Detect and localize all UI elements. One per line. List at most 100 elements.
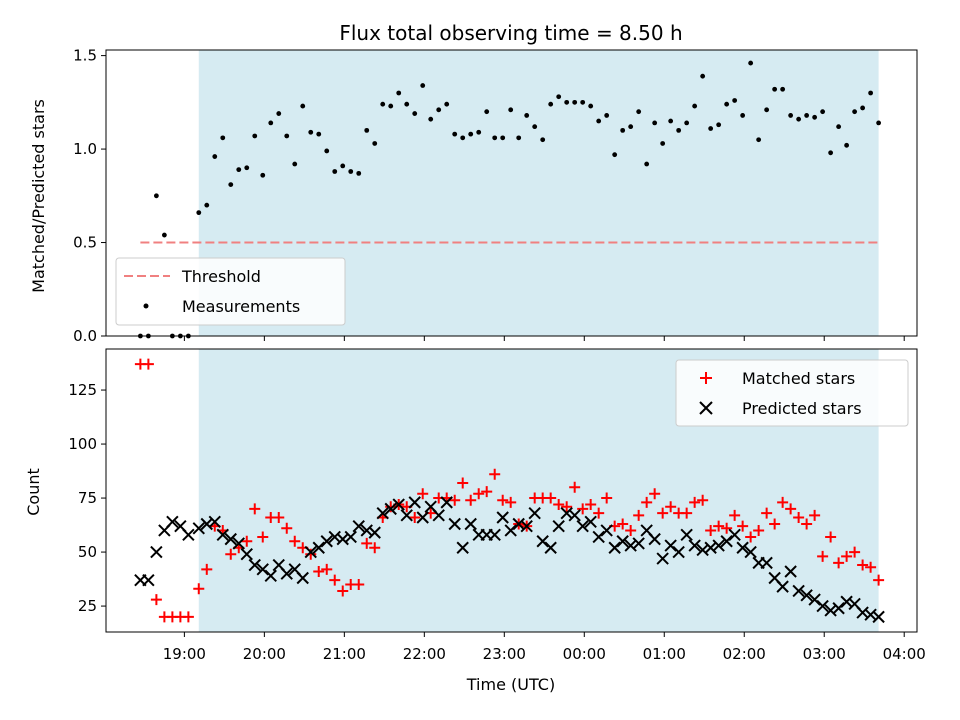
measurement-point xyxy=(316,131,322,137)
x-tick-label: 04:00 xyxy=(883,645,926,663)
measurement-point xyxy=(292,161,298,167)
matched-star-point xyxy=(825,531,837,543)
matched-star-point xyxy=(201,563,213,575)
bottom-y-axis-label: Count xyxy=(24,468,43,516)
measurement-point xyxy=(436,107,442,113)
predicted-star-point xyxy=(248,558,261,572)
measurement-point xyxy=(196,210,202,216)
predicted-star-point xyxy=(200,517,213,531)
predicted-star-point xyxy=(504,524,517,537)
x-tick-label: 00:00 xyxy=(563,645,606,663)
matched-stars-points xyxy=(134,358,885,623)
matched-star-point xyxy=(593,507,605,519)
matched-star-point xyxy=(289,535,301,547)
measurement-point xyxy=(668,118,674,124)
predicted-star-point xyxy=(150,545,163,559)
measurement-point xyxy=(252,133,258,139)
predicted-star-point xyxy=(224,532,237,546)
matched-star-point xyxy=(321,563,333,575)
measurement-point xyxy=(732,98,738,103)
predicted-star-point xyxy=(840,595,853,608)
predicted-star-point xyxy=(256,563,269,576)
predicted-star-point xyxy=(416,511,429,524)
x-tick-label: 01:00 xyxy=(643,645,686,663)
measurement-point xyxy=(212,154,218,159)
x-tick-label: 22:00 xyxy=(403,645,446,663)
predicted-star-point xyxy=(408,496,421,509)
matched-star-point xyxy=(601,492,613,504)
measurement-point xyxy=(852,109,858,115)
measurements-legend-swatch xyxy=(143,303,149,309)
measurement-point xyxy=(628,124,634,130)
threshold-legend-label: Threshold xyxy=(181,267,261,286)
predicted-star-point xyxy=(264,569,277,583)
measurement-point xyxy=(484,109,490,115)
predicted-star-point xyxy=(816,599,829,613)
measurement-point xyxy=(820,109,826,115)
predicted-star-point xyxy=(320,535,333,548)
predicted-star-point xyxy=(672,545,685,559)
y-tick-label: 1.5 xyxy=(73,47,97,65)
matched-star-point xyxy=(753,524,765,536)
predicted-star-point xyxy=(296,571,309,585)
matched-star-point xyxy=(745,531,757,543)
predicted-star-point xyxy=(656,552,669,565)
measurement-points xyxy=(137,60,882,339)
measurement-point xyxy=(604,113,610,118)
predicted-star-point xyxy=(488,528,501,541)
predicted-star-point xyxy=(142,573,155,587)
matched-star-point xyxy=(337,585,349,597)
x-tick-label: 23:00 xyxy=(483,645,526,663)
matched-star-point xyxy=(257,531,269,543)
measurement-point xyxy=(356,170,362,176)
predicted-star-point xyxy=(182,528,195,541)
matched-star-point xyxy=(833,557,845,569)
measurement-point xyxy=(412,111,418,116)
predicted-star-point xyxy=(400,509,413,522)
y-tick-label: 75 xyxy=(78,489,97,507)
predicted-star-point xyxy=(832,602,845,615)
matched-star-point xyxy=(561,501,573,513)
measurement-point xyxy=(276,111,282,116)
measurement-point xyxy=(764,107,770,113)
measurement-point xyxy=(620,127,626,133)
measurement-point xyxy=(153,193,159,199)
predicted-star-point xyxy=(720,535,733,548)
predicted-star-point xyxy=(744,545,757,559)
matched-star-point xyxy=(505,496,517,508)
measurement-point xyxy=(748,60,754,66)
predicted-star-point xyxy=(576,519,589,533)
measurement-point xyxy=(860,105,866,111)
measurement-point xyxy=(724,101,730,107)
matched-star-point xyxy=(329,574,341,586)
matched-star-point xyxy=(457,477,469,489)
measurement-point xyxy=(468,131,474,137)
measurement-point xyxy=(676,127,682,133)
measurement-point xyxy=(812,114,818,120)
measurement-point xyxy=(364,127,370,133)
measurement-point xyxy=(284,133,290,139)
measurement-point xyxy=(476,129,482,135)
measurement-point xyxy=(596,118,602,124)
predicted-star-point xyxy=(664,539,677,552)
measurement-point xyxy=(548,101,554,107)
measurement-point xyxy=(444,101,450,107)
measurement-point xyxy=(388,103,394,109)
predicted-star-point xyxy=(632,537,645,550)
matched-star-point xyxy=(249,503,261,515)
measurement-point xyxy=(161,232,167,238)
predicted-star-point xyxy=(392,498,405,511)
predicted-star-point xyxy=(560,506,573,520)
predicted-star-point xyxy=(536,535,549,548)
measurement-point xyxy=(692,103,698,109)
matched-star-point xyxy=(777,496,789,508)
predicted-star-point xyxy=(192,522,205,535)
matched-star-point xyxy=(417,488,429,500)
matched-star-point xyxy=(761,507,773,519)
predicted-star-point xyxy=(360,524,373,537)
predicted-star-point xyxy=(712,539,725,552)
predicted-star-point xyxy=(696,543,709,557)
measurement-point xyxy=(772,86,778,92)
predicted-star-point xyxy=(336,532,349,546)
measurement-point xyxy=(260,172,266,178)
